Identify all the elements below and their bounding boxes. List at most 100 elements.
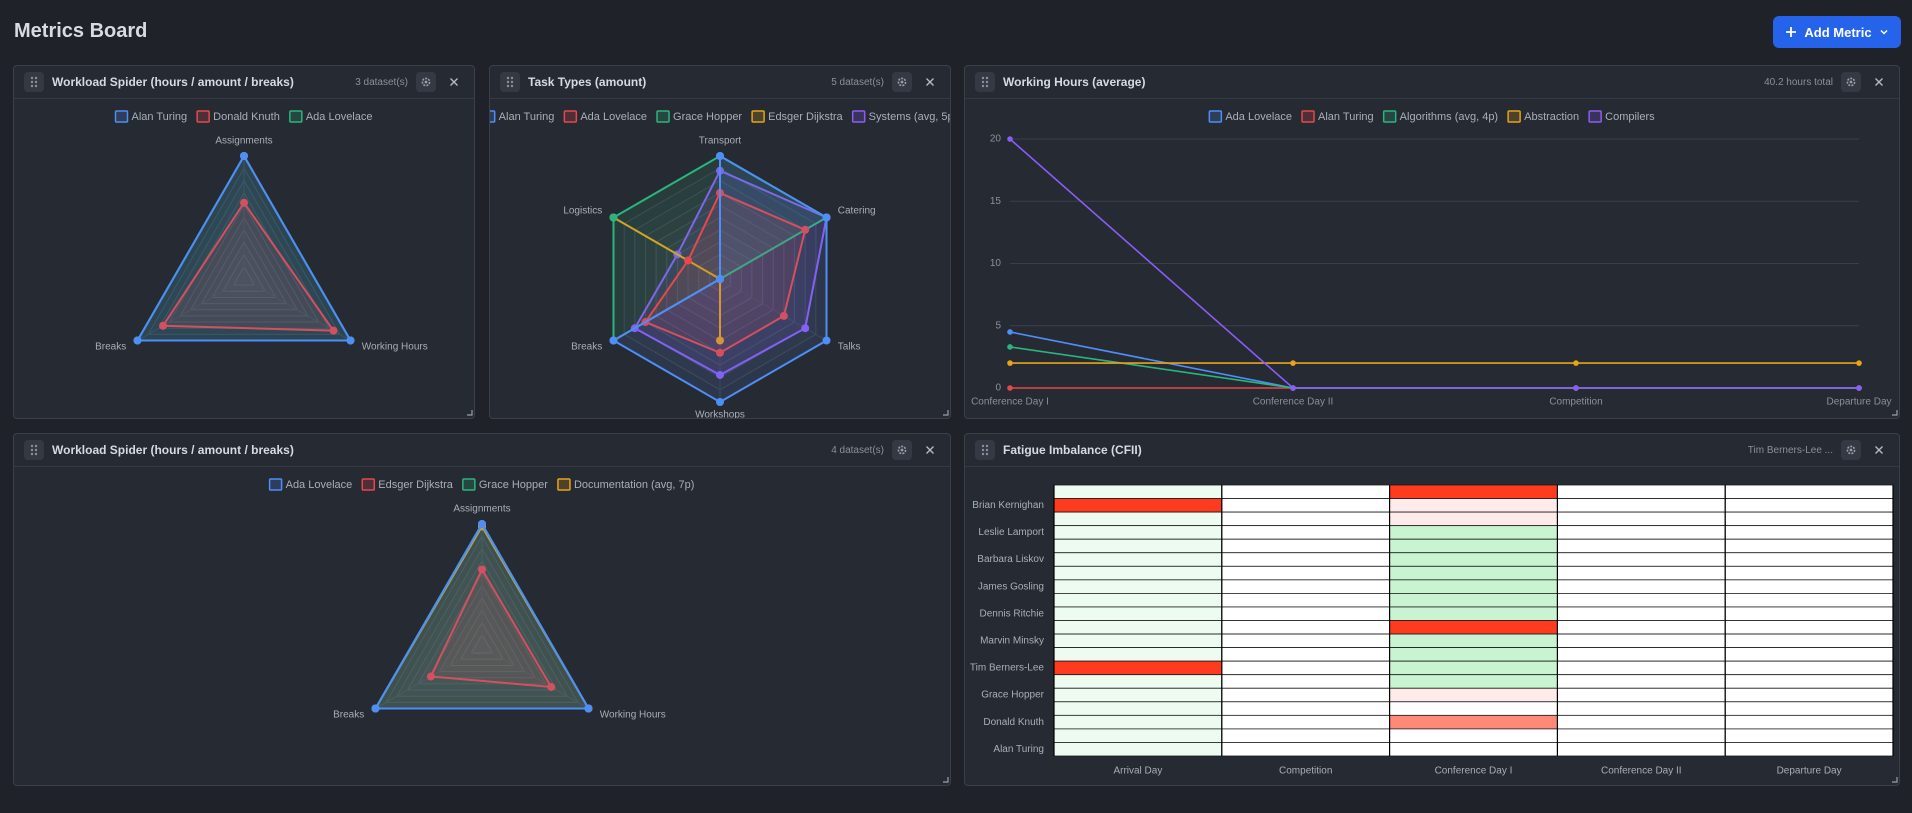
- radar-ring: [232, 265, 256, 286]
- panel-summary: 5 dataset(s): [831, 76, 884, 88]
- settings-button[interactable]: [1841, 72, 1861, 92]
- heat-cell: [1389, 674, 1558, 689]
- heat-cell: [1389, 620, 1558, 635]
- axis-label: Breaks: [95, 342, 126, 353]
- heat-cell: [1724, 579, 1894, 594]
- radar-point: [801, 324, 810, 333]
- drag-handle[interactable]: [24, 440, 44, 460]
- radar-point: [779, 311, 788, 320]
- settings-button[interactable]: [1841, 440, 1861, 460]
- axis-label: Transport: [699, 136, 742, 147]
- series-point: [1007, 136, 1013, 142]
- heat-cell: [1557, 660, 1726, 676]
- heat-cell: [1724, 498, 1894, 513]
- heat-cell: [1221, 633, 1390, 649]
- close-button[interactable]: [444, 72, 464, 92]
- heat-cell: [1221, 728, 1390, 743]
- heat-cell: [1221, 525, 1390, 540]
- heat-cell: [1221, 511, 1390, 527]
- panel-header: Workload Spider (hours / amount / breaks…: [14, 434, 950, 467]
- heat-cell: [1221, 538, 1390, 554]
- radar-ring: [438, 596, 526, 673]
- axis-label: Working Hours: [600, 710, 666, 721]
- drag-handle[interactable]: [24, 72, 44, 92]
- settings-button[interactable]: [416, 72, 436, 92]
- gear-icon: [1846, 445, 1856, 455]
- heat-cell: [1724, 633, 1894, 649]
- heat-cell: [1053, 620, 1223, 635]
- heat-cell: [1389, 728, 1558, 743]
- heat-cell: [1389, 714, 1558, 730]
- drag-handle[interactable]: [975, 440, 995, 460]
- radar-point: [584, 704, 593, 713]
- heat-cell: [1221, 620, 1390, 635]
- heat-cell: [1724, 606, 1894, 621]
- heat-cell: [1221, 484, 1390, 499]
- drag-icon: [30, 444, 38, 456]
- gear-icon: [421, 77, 431, 87]
- resize-grip: [943, 410, 949, 416]
- settings-button[interactable]: [892, 72, 912, 92]
- heat-cell: [1053, 728, 1223, 743]
- legend-swatch: [268, 478, 283, 491]
- close-icon: [926, 78, 934, 86]
- chart-body: Brian Kernighan Leslie Lamport Barbara Lis…: [970, 484, 1898, 783]
- x-tick-label: Conference Day II: [1253, 397, 1334, 408]
- chart-body: Alan Turing Donald Knuth Ada Lovelace Assig…: [95, 110, 473, 416]
- panel: Workload Spider (hours / amount / breaks…: [13, 65, 475, 419]
- legend: Ada Lovelace Edsger Dijkstra Grace Hopper D…: [268, 478, 694, 491]
- heat-cell: [1389, 687, 1558, 703]
- close-icon: [926, 446, 934, 454]
- radar-point: [547, 682, 556, 691]
- legend-swatch: [289, 110, 303, 123]
- legend-label: Compilers: [1605, 111, 1655, 123]
- heat-cell: [1053, 565, 1223, 581]
- radar-ring: [385, 535, 579, 703]
- close-button[interactable]: [920, 440, 940, 460]
- panel-header: Fatigue Imbalance (CFII) Tim Berners-Lee …: [965, 434, 1899, 467]
- heat-cell: [1221, 701, 1390, 716]
- heat-cell: [1053, 579, 1223, 594]
- radar-area: [161, 200, 336, 332]
- radar-ring: [147, 167, 341, 335]
- axis-label: Working Hours: [362, 342, 428, 353]
- heat-cell: [1389, 593, 1558, 608]
- gear-icon: [1846, 77, 1856, 87]
- heat-cell: [1389, 606, 1558, 621]
- drag-handle[interactable]: [975, 72, 995, 92]
- heat-cell: [1053, 660, 1223, 676]
- heat-cell: [1724, 742, 1894, 757]
- chart-body: Ada Lovelace Edsger Dijkstra Grace Hopper D…: [268, 478, 949, 783]
- heat-cell: [1724, 552, 1894, 567]
- heat-cell: [1557, 579, 1726, 594]
- row-label: Brian Kernighan: [972, 500, 1044, 511]
- heat-cell: [1557, 701, 1726, 716]
- drag-handle[interactable]: [500, 72, 520, 92]
- panel: Working Hours (average) 40.2 hours total A…: [964, 65, 1900, 419]
- heat-cell: [1389, 565, 1558, 581]
- heat-cell: [1557, 674, 1726, 689]
- panel: Workload Spider (hours / amount / breaks…: [13, 433, 951, 786]
- row-label: Dennis Ritchie: [980, 608, 1045, 619]
- close-button[interactable]: [1869, 440, 1889, 460]
- series-point: [1007, 329, 1013, 335]
- legend-swatch: [1588, 110, 1602, 123]
- heat-cell: [1724, 593, 1894, 608]
- close-button[interactable]: [1869, 72, 1889, 92]
- heat-cell: [1557, 593, 1726, 608]
- legend: Ada Lovelace Alan Turing Algorithms (avg, …: [1208, 110, 1655, 123]
- heat-cell: [1053, 484, 1223, 499]
- legend-label: Documentation (avg, 7p): [574, 479, 694, 491]
- radar-ring: [470, 633, 494, 654]
- add-metric-button[interactable]: Add Metric: [1773, 16, 1901, 48]
- panel-header: Task Types (amount) 5 dataset(s): [490, 66, 950, 99]
- heat-cell: [1389, 511, 1558, 527]
- panel-summary: 40.2 hours total: [1764, 76, 1833, 88]
- settings-button[interactable]: [892, 440, 912, 460]
- legend-label: Alan Turing: [499, 111, 555, 123]
- heat-cell: [1221, 606, 1390, 621]
- legend-label: Ada Lovelace: [286, 479, 353, 491]
- close-button[interactable]: [920, 72, 940, 92]
- drag-icon: [981, 76, 989, 88]
- heat-cell: [1557, 565, 1726, 581]
